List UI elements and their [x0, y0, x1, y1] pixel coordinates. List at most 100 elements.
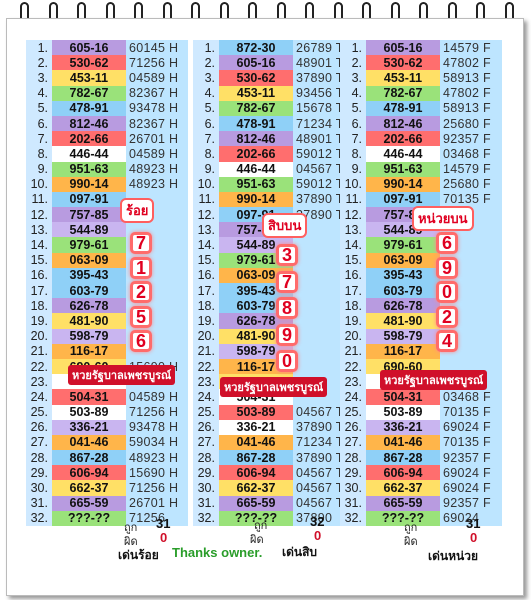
- table-row: 30. 662-37 04567 T: [193, 480, 355, 496]
- table-row: 29. 606-94 04567 T: [193, 465, 355, 481]
- number-pair: 757-85: [52, 207, 126, 223]
- number-pair: 116-17: [219, 358, 293, 375]
- number-pair: 041-46: [219, 434, 293, 451]
- result-digits: 92357 F: [440, 131, 502, 147]
- row-number: 20.: [340, 328, 366, 344]
- result-digits: 70135 F: [440, 434, 502, 451]
- table-row: 25. 503-89 04567 T: [193, 404, 355, 420]
- correct-label: ถูก: [404, 522, 418, 534]
- row-number: 13.: [340, 222, 366, 238]
- row-number: 22.: [340, 358, 366, 375]
- row-number: 7.: [340, 131, 366, 147]
- number-pair: 782-67: [366, 85, 440, 101]
- digit-badge: 9: [436, 256, 458, 279]
- row-number: 31.: [26, 495, 52, 511]
- table-row: 26. 336-21 93478 H: [26, 419, 188, 435]
- table-row: 26. 336-21 69024 F: [340, 419, 502, 435]
- table-row: 2. 530-62 71256 H: [26, 55, 188, 71]
- number-pair: 598-79: [219, 343, 293, 359]
- row-number: 10.: [193, 176, 219, 192]
- number-pair: 116-17: [366, 343, 440, 359]
- result-digits: [293, 298, 355, 314]
- number-pair: 395-43: [52, 267, 126, 283]
- table-row: 11. 990-14 37890 T: [193, 191, 355, 208]
- row-number: 2.: [193, 55, 219, 71]
- result-digits: 48923 H: [126, 450, 188, 466]
- row-number: 15.: [193, 252, 219, 268]
- table-row: 15. 979-61: [193, 252, 355, 268]
- row-number: 4.: [26, 85, 52, 101]
- number-pair: 867-28: [219, 450, 293, 466]
- row-number: 14.: [26, 237, 52, 253]
- table-row: 29. 606-94 15690 H: [26, 465, 188, 481]
- table-row: 3. 453-11 04589 H: [26, 70, 188, 86]
- digit-badge: 2: [130, 281, 152, 303]
- table-row: 11. 097-91: [26, 191, 188, 208]
- wrong-label: ผิด: [404, 536, 418, 548]
- row-number: 22.: [26, 358, 52, 375]
- table-row: 19. 481-90: [26, 313, 188, 329]
- number-pair: 453-11: [366, 70, 440, 86]
- row-number: 4.: [193, 85, 219, 101]
- result-digits: 93478 H: [126, 419, 188, 435]
- row-number: 27.: [340, 434, 366, 451]
- number-pair: 605-16: [52, 40, 126, 56]
- stamp-watermark: หวยรัฐบาลเพชรบูรณ์: [220, 377, 328, 397]
- number-pair: 782-67: [219, 100, 293, 116]
- result-digits: [293, 313, 355, 329]
- result-digits: 15678 T: [293, 100, 355, 116]
- result-digits: 59034 H: [126, 434, 188, 451]
- table-row: 27. 041-46 59034 H: [26, 434, 188, 451]
- row-number: 32.: [26, 510, 52, 526]
- row-number: 7.: [193, 131, 219, 147]
- row-number: 4.: [340, 85, 366, 101]
- row-number: 23.: [193, 374, 219, 390]
- hundreds-table: 1. 605-16 60145 H 2. 530-62 71256 H 3. 453-11 04…: [26, 40, 188, 526]
- correct-label: ถูก: [124, 522, 138, 534]
- number-pair: 603-79: [52, 283, 126, 299]
- table-row: 1. 872-30 26789 T: [193, 40, 355, 56]
- number-pair: ???-??: [219, 510, 293, 526]
- result-digits: 71256: [126, 510, 188, 526]
- units-table: 1. 605-16 14579 F 2. 530-62 47802 F 3. 453-11 58…: [340, 40, 502, 526]
- table-row: 31. 665-59 26701 H: [26, 495, 188, 511]
- result-digits: [293, 343, 355, 359]
- row-number: 26.: [193, 419, 219, 435]
- result-digits: 48923 H: [126, 176, 188, 192]
- table-row: 32. ???-?? 71256: [26, 510, 188, 526]
- result-digits: 92357 F: [440, 450, 502, 466]
- row-number: 28.: [26, 450, 52, 466]
- row-number: 6.: [26, 115, 52, 132]
- number-pair: 453-11: [219, 85, 293, 101]
- result-digits: 82367 H: [126, 115, 188, 132]
- table-row: 9. 951-63 48923 H: [26, 161, 188, 177]
- row-number: 2.: [26, 55, 52, 71]
- table-row: 6. 812-46 25680 F: [340, 115, 502, 132]
- table-row: 1. 605-16 14579 F: [340, 40, 502, 56]
- table-row: 28. 867-28 37890 T: [193, 450, 355, 466]
- table-row: 12. 097-91 37890 T: [193, 207, 355, 223]
- row-number: 22.: [193, 358, 219, 375]
- table-row: 4. 782-67 82367 H: [26, 85, 188, 101]
- table-row: 10. 951-63 59012 T: [193, 176, 355, 192]
- table-row: 5. 478-91 93478 H: [26, 100, 188, 116]
- row-number: 28.: [340, 450, 366, 466]
- row-number: 17.: [26, 283, 52, 299]
- table-row: 30. 662-37 71256 H: [26, 480, 188, 496]
- number-pair: 812-46: [219, 131, 293, 147]
- wrong-count: 0: [160, 530, 168, 545]
- row-number: 11.: [26, 191, 52, 208]
- row-number: 6.: [193, 115, 219, 132]
- correct-count: 31: [156, 516, 171, 531]
- hundreds-column: 1. 605-16 60145 H 2. 530-62 71256 H 3. 453-11 04…: [26, 40, 188, 526]
- row-number: 13.: [26, 222, 52, 238]
- table-row: 28. 867-28 48923 H: [26, 450, 188, 466]
- correct-count: 32: [310, 514, 325, 529]
- row-number: 8.: [340, 146, 366, 162]
- result-digits: 04567 T: [293, 465, 355, 481]
- number-pair: 626-78: [52, 298, 126, 314]
- number-pair: 872-30: [219, 40, 293, 56]
- result-digits: 93478 H: [126, 100, 188, 116]
- number-pair: 951-63: [219, 176, 293, 192]
- digit-badge: 0: [436, 281, 458, 303]
